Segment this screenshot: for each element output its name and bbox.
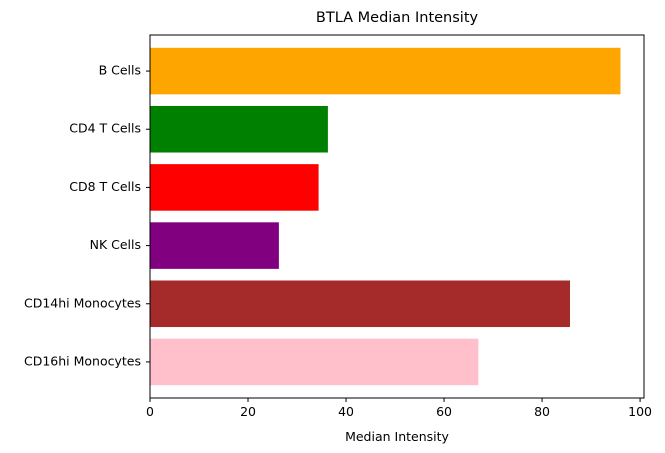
bar-cd16hi-monocytes xyxy=(150,338,479,386)
y-tick-label: CD8 T Cells xyxy=(69,179,141,194)
y-tick-label: B Cells xyxy=(99,63,141,78)
y-tick-label: CD16hi Monocytes xyxy=(24,353,141,368)
plot-frame xyxy=(149,34,645,399)
bar-cd14hi-monocytes xyxy=(150,280,570,328)
y-tick-label: CD4 T Cells xyxy=(69,121,141,136)
bar-nk-cells xyxy=(150,222,279,269)
x-axis-ticks: 0 20 40 60 80 100 xyxy=(146,398,652,419)
x-axis-label: Median Intensity xyxy=(345,429,449,444)
bar-b-cells xyxy=(150,47,621,95)
y-axis-ticks: B Cells CD4 T Cells CD8 T Cells NK Cells CD1… xyxy=(24,63,150,368)
bars-group xyxy=(150,47,621,386)
bar-cd4-t-cells xyxy=(150,105,328,153)
y-tick-label: CD14hi Monocytes xyxy=(24,295,141,310)
x-tick-label: 100 xyxy=(628,404,652,419)
x-tick-label: 60 xyxy=(436,404,452,419)
x-tick-label: 80 xyxy=(534,404,550,419)
chart-title: BTLA Median Intensity xyxy=(316,10,479,26)
x-tick-label: 0 xyxy=(146,404,154,419)
y-tick-label: NK Cells xyxy=(90,237,141,252)
bar-cd8-t-cells xyxy=(150,164,319,211)
x-tick-label: 20 xyxy=(240,404,256,419)
x-tick-label: 40 xyxy=(338,404,354,419)
